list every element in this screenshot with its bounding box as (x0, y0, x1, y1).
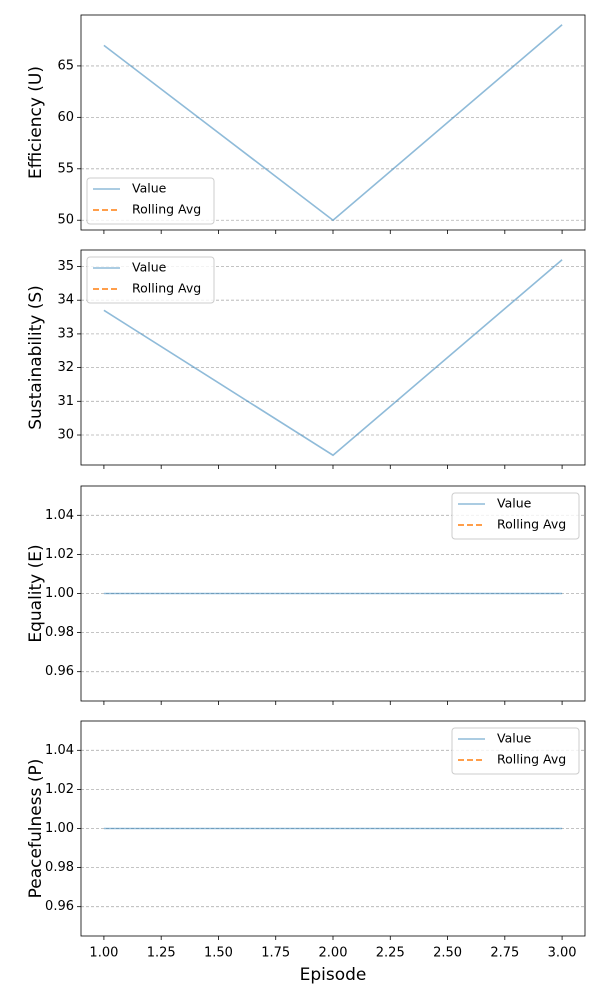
y-tick-label: 1.02 (45, 547, 74, 562)
y-tick-label: 0.96 (45, 664, 74, 679)
y-axis-label: Efficiency (U) (26, 66, 46, 179)
y-tick-label: 0.98 (45, 625, 74, 640)
legend-label: Value (497, 731, 532, 746)
y-tick-label: 0.96 (45, 899, 74, 914)
y-tick-label: 1.02 (45, 782, 74, 797)
x-tick-label: 1.00 (89, 946, 118, 961)
y-tick-label: 34 (57, 293, 74, 308)
plot-frame (80, 14, 586, 231)
y-tick-label: 33 (57, 326, 74, 341)
legend-label: Value (132, 260, 167, 275)
y-tick-label: 1.04 (45, 508, 74, 523)
legend: Value Rolling Avg (86, 256, 215, 304)
legend: Value Rolling Avg (86, 177, 215, 225)
y-tick-label: 32 (57, 360, 74, 375)
y-tick-label: 0.98 (45, 860, 74, 875)
x-axis-label: Episode (300, 965, 367, 985)
y-tick-label: 1.00 (45, 821, 74, 836)
y-tick-label: 60 (57, 110, 74, 125)
y-tick-label: 30 (57, 428, 74, 443)
y-tick-label: 1.04 (45, 743, 74, 758)
y-axis-label: Peacefulness (P) (26, 759, 46, 899)
y-axis-label: Equality (E) (26, 544, 46, 642)
x-tick-label: 3.00 (548, 946, 577, 961)
y-tick-label: 35 (57, 259, 74, 274)
legend-label: Rolling Avg (497, 752, 566, 767)
y-tick-label: 31 (57, 394, 74, 409)
y-tick-label: 50 (57, 213, 74, 228)
legend-label: Rolling Avg (132, 281, 201, 296)
x-tick-label: 2.75 (490, 946, 519, 961)
x-tick-label: 2.50 (433, 946, 462, 961)
y-tick-label: 55 (57, 161, 74, 176)
x-tick-label: 1.50 (204, 946, 233, 961)
plot-frame (80, 249, 586, 466)
legend: Value Rolling Avg (451, 492, 580, 540)
x-tick-label: 1.25 (147, 946, 176, 961)
y-tick-label: 65 (57, 58, 74, 73)
series-line (103, 24, 563, 222)
legend-label: Rolling Avg (132, 202, 201, 217)
y-tick-label: 1.00 (45, 586, 74, 601)
plot-frame (80, 720, 586, 937)
x-tick-label: 2.25 (376, 946, 405, 961)
legend-label: Value (132, 181, 167, 196)
legend-label: Value (497, 496, 532, 511)
series-line (103, 259, 563, 457)
x-tick-label: 2.00 (319, 946, 348, 961)
plot-frame (80, 485, 586, 702)
x-tick-label: 1.75 (261, 946, 290, 961)
y-axis-label: Sustainability (S) (26, 285, 46, 430)
legend-label: Rolling Avg (497, 517, 566, 532)
legend: Value Rolling Avg (451, 727, 580, 775)
